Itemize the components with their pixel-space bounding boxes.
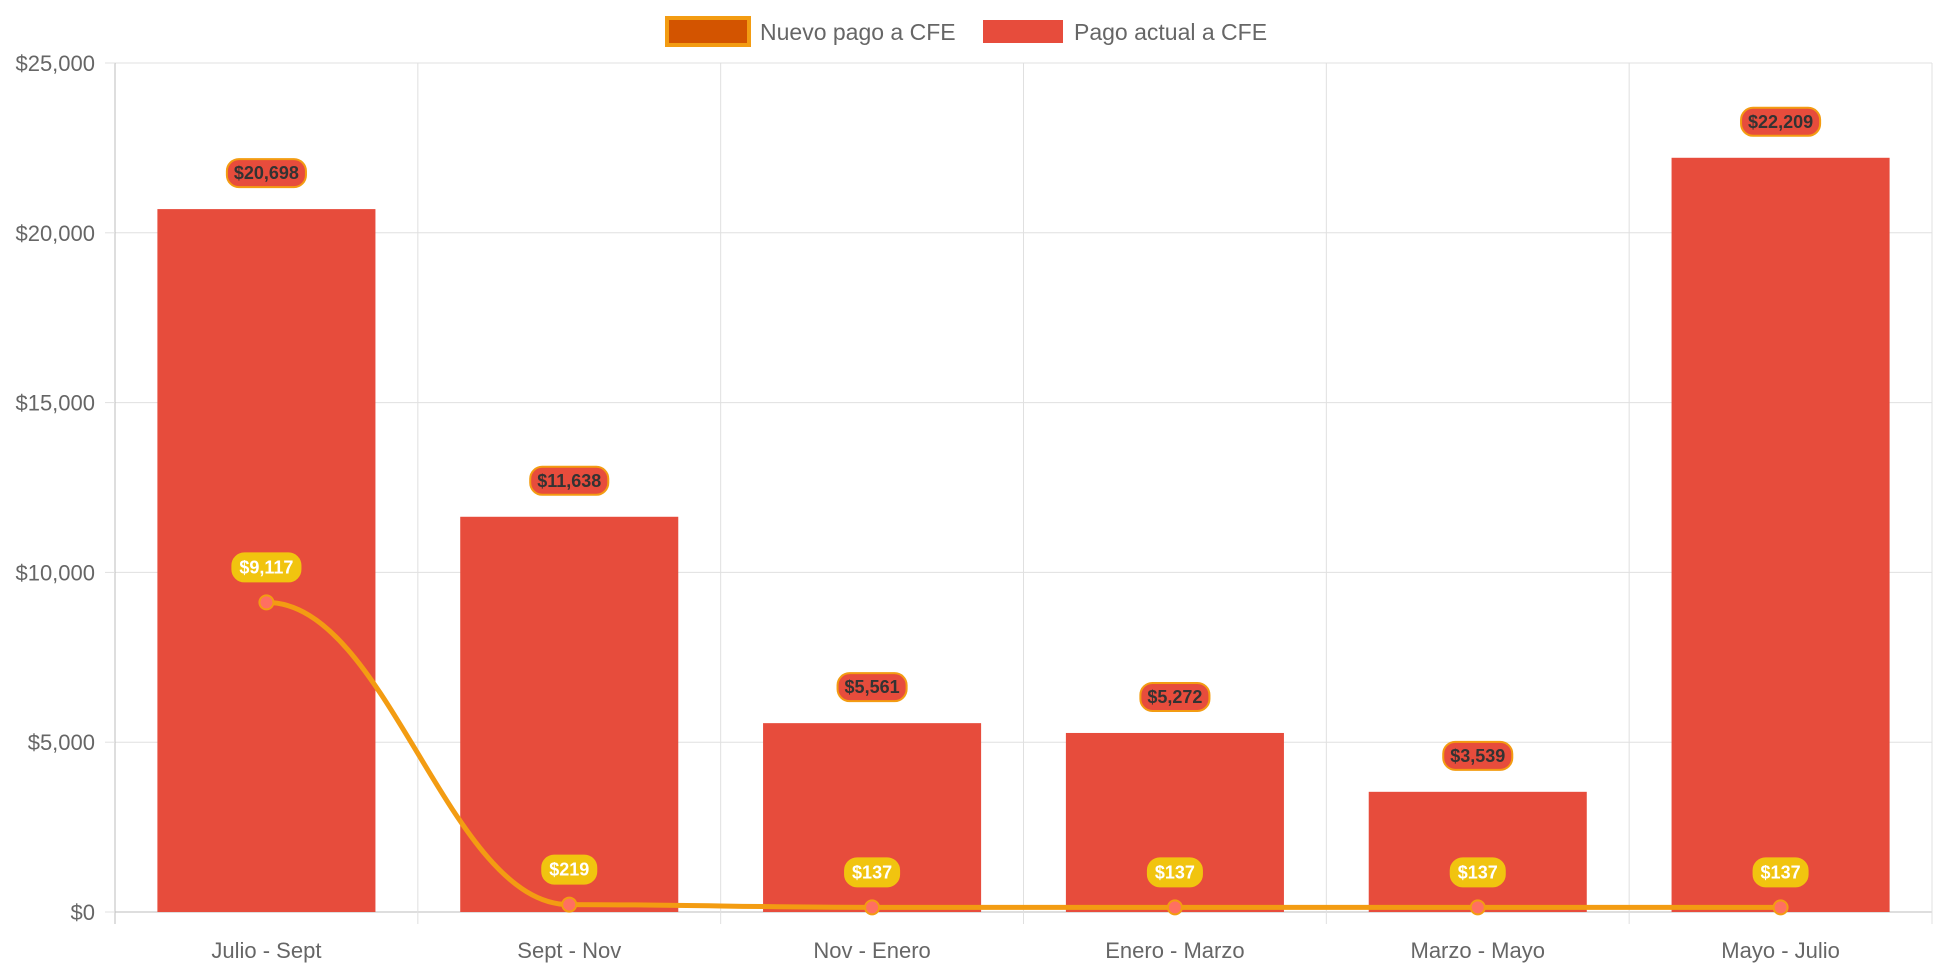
line-point[interactable] (1166, 899, 1183, 916)
bar-data-label-text: $5,561 (845, 677, 900, 697)
line-point[interactable] (258, 594, 275, 611)
line-path (263, 599, 1784, 910)
line-data-label-text: $137 (1761, 862, 1801, 882)
x-tick-label: Mayo - Julio (1721, 938, 1840, 963)
line-data-label: $219 (541, 854, 598, 885)
bar[interactable] (460, 516, 679, 912)
line-series (258, 594, 1789, 916)
x-tick-label: Julio - Sept (211, 938, 321, 963)
x-tick-label: Marzo - Mayo (1411, 938, 1545, 963)
bar-data-label-text: $11,638 (537, 471, 601, 491)
data-labels: $20,698 $11,638 $5,561 $5,272 $3,539 $22,209 $… (225, 106, 1822, 888)
bar-data-label-bg (529, 465, 610, 496)
line-point[interactable] (1469, 899, 1486, 916)
bar-data-label-bg (836, 672, 908, 703)
x-tick-label: Nov - Enero (813, 938, 930, 963)
bar-data-label-text: $5,272 (1147, 687, 1202, 707)
line-data-label: $137 (1449, 857, 1506, 888)
bar-data-label-bg (1139, 681, 1211, 712)
bar[interactable] (1671, 157, 1890, 913)
line-data-label-text: $137 (1458, 862, 1498, 882)
y-tick-label: $10,000 (15, 560, 95, 585)
line-data-label: $137 (1752, 857, 1809, 888)
y-tick-label: $0 (71, 900, 95, 925)
bar-data-label: $5,272 (1139, 681, 1211, 712)
line-data-label: $137 (1146, 857, 1203, 888)
line-data-label-bg (844, 857, 901, 888)
bar-data-label: $3,539 (1442, 740, 1514, 771)
legend: Nuevo pago a CFE Pago actual a CFE (665, 16, 1267, 47)
line-data-label-bg (541, 854, 598, 885)
line-data-label-bg (1146, 857, 1203, 888)
bar-data-label-bg (225, 158, 307, 189)
legend-swatch-actual (983, 20, 1063, 43)
line-data-label: $9,117 (231, 552, 302, 583)
line-point[interactable] (1772, 899, 1789, 916)
x-tick-label: Enero - Marzo (1105, 938, 1244, 963)
line-data-label-text: $137 (852, 862, 892, 882)
bar[interactable] (1368, 791, 1587, 912)
line-data-label-bg (231, 552, 302, 583)
bar-data-label-text: $20,698 (234, 163, 299, 183)
grid (114, 62, 1933, 924)
legend-item-nuevo[interactable]: Nuevo pago a CFE (665, 16, 956, 47)
y-tick-label: $20,000 (15, 221, 95, 246)
bar-data-label-bg (1442, 740, 1514, 771)
line-data-label-bg (1449, 857, 1506, 888)
bar-data-label: $20,698 (225, 158, 307, 189)
bar-data-label: $22,209 (1740, 106, 1822, 137)
bar-data-label-text: $3,539 (1450, 746, 1505, 766)
bar-data-label-bg (1740, 106, 1822, 137)
legend-swatch-nuevo (665, 16, 751, 47)
line-data-label: $137 (844, 857, 901, 888)
legend-label-nuevo: Nuevo pago a CFE (760, 19, 956, 45)
axes: $0 $5,000 $10,000 $15,000 $20,000 $25,000 Juli… (15, 51, 1839, 963)
y-tick-label: $5,000 (28, 730, 95, 755)
x-tick-label: Sept - Nov (517, 938, 621, 963)
line-data-label-bg (1752, 857, 1809, 888)
y-tick-label: $25,000 (15, 51, 95, 76)
bar-data-label: $11,638 (529, 465, 610, 496)
line-point[interactable] (561, 896, 578, 913)
legend-label-actual: Pago actual a CFE (1074, 19, 1267, 45)
y-tick-label: $15,000 (15, 391, 95, 416)
line-data-label-text: $219 (549, 860, 589, 880)
line-data-label-text: $9,117 (239, 557, 293, 577)
line-data-label-text: $137 (1155, 862, 1195, 882)
bar-data-label-text: $22,209 (1748, 112, 1813, 132)
legend-item-actual[interactable]: Pago actual a CFE (983, 19, 1267, 45)
line-point[interactable] (864, 899, 881, 916)
bar-series (157, 157, 1890, 913)
bar-data-label: $5,561 (836, 672, 908, 703)
